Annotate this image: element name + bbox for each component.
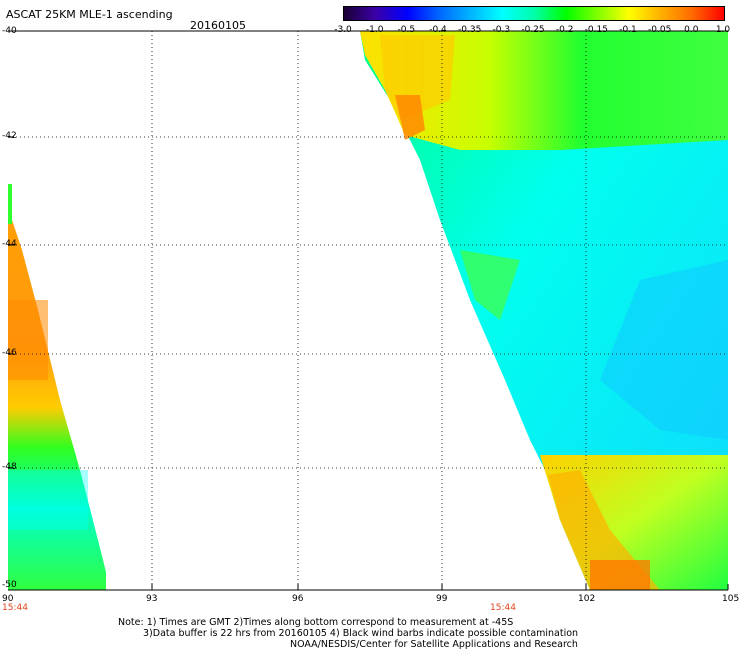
axis-frame	[8, 30, 728, 591]
colorbar-label: -0.25	[521, 25, 545, 35]
east-swath	[360, 31, 728, 590]
lat-label-42: -42	[2, 131, 17, 141]
colorbar-label: -0.15	[584, 25, 608, 35]
note-line-2: 3)Data buffer is 22 hrs from 20160105 4)…	[143, 628, 579, 639]
colorbar-label: -0.1	[619, 25, 637, 35]
colorbar-label: -3.0	[334, 25, 352, 35]
time-label-west: 15:44	[2, 603, 28, 613]
colorbar-label: -0.5	[397, 25, 416, 35]
colorbar-label: -1.0	[365, 25, 384, 35]
lon-label-93: 93	[146, 594, 158, 604]
lon-label-102: 102	[578, 594, 596, 604]
lat-label-44: -44	[2, 239, 17, 249]
lat-label-46: -46	[2, 348, 17, 358]
lon-label-96: 96	[292, 594, 304, 604]
note-line-1: Note: 1) Times are GMT 2)Times along bot…	[118, 617, 514, 628]
map-date: 20160105	[190, 19, 246, 32]
lon-label-105: 105	[722, 594, 740, 604]
tick-marks	[8, 30, 729, 590]
colorbar-label: -0.3	[492, 25, 511, 35]
colorbar-label: 1.0	[715, 25, 731, 35]
lat-label-48: -48	[2, 462, 17, 472]
lat-label-40: -40	[2, 26, 17, 36]
grid	[8, 31, 728, 590]
colorbar-label: -0.4	[429, 25, 447, 35]
colorbar-label: 0.0	[684, 25, 699, 35]
note-line-3: NOAA/NESDIS/Center for Satellite Applica…	[290, 639, 578, 650]
colorbar	[343, 6, 725, 21]
map-title: ASCAT 25KM MLE-1 ascending	[6, 8, 173, 21]
time-label-east: 15:44	[490, 603, 516, 613]
colorbar-label: -0.2	[555, 25, 574, 35]
lon-label-99: 99	[436, 594, 448, 604]
lon-label-90: 90	[2, 594, 14, 604]
lat-label-50: -50	[2, 580, 17, 590]
colorbar-label: -0.35	[458, 25, 482, 35]
colorbar-label: -0.05	[648, 25, 672, 35]
west-swath	[8, 184, 106, 590]
